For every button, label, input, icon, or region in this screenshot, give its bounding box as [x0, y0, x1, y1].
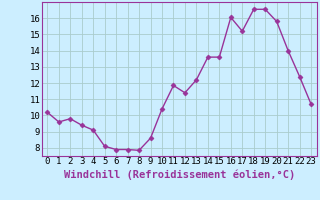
X-axis label: Windchill (Refroidissement éolien,°C): Windchill (Refroidissement éolien,°C) — [64, 169, 295, 180]
